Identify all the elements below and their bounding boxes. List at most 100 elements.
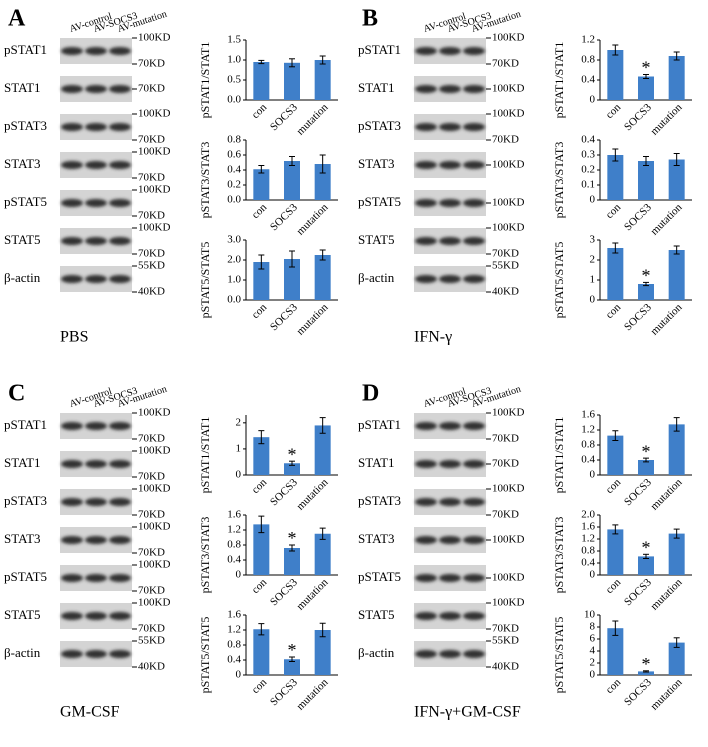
blot-band bbox=[109, 422, 131, 430]
bar bbox=[668, 642, 685, 675]
blot-band bbox=[85, 536, 107, 544]
blot-band bbox=[109, 498, 131, 506]
marker-label: 100KD bbox=[492, 534, 524, 546]
x-tick-label: con bbox=[250, 476, 270, 496]
blot-band bbox=[109, 650, 131, 658]
x-tick-label: con bbox=[250, 301, 270, 321]
blot-band bbox=[61, 199, 83, 207]
x-tick-label: con bbox=[250, 576, 270, 596]
blot-label: STAT5 bbox=[358, 232, 395, 247]
bar bbox=[607, 50, 624, 100]
y-axis-label: pSTAT5/STAT5 bbox=[552, 242, 566, 319]
blot-band bbox=[109, 199, 131, 207]
x-tick-label: mutation bbox=[294, 476, 330, 512]
blot-band bbox=[85, 650, 107, 658]
y-tick-label: 1.6 bbox=[227, 609, 241, 621]
y-tick-label: 0 bbox=[590, 469, 596, 481]
y-tick-label: 0.8 bbox=[581, 54, 595, 66]
y-tick-label: 0.8 bbox=[227, 539, 241, 551]
y-axis-label: pSTAT1/STAT1 bbox=[552, 417, 566, 494]
bar bbox=[607, 529, 624, 575]
blot-band bbox=[109, 612, 131, 620]
panel: C AV-controlAV-SOCS3AV-mutationpSTAT1100K… bbox=[4, 381, 338, 721]
blot-label: STAT1 bbox=[358, 80, 395, 95]
blot-band bbox=[463, 161, 485, 169]
blot-band bbox=[439, 47, 461, 55]
marker-label: 100KD bbox=[138, 483, 170, 495]
y-tick-label: 0.8 bbox=[581, 439, 595, 451]
marker-label: 70KD bbox=[138, 623, 165, 635]
y-tick-label: 0 bbox=[236, 469, 242, 481]
blot-label: β-actin bbox=[4, 270, 41, 285]
blot-band bbox=[463, 237, 485, 245]
marker-label: 100KD bbox=[492, 483, 524, 495]
marker-label: 100KD bbox=[138, 521, 170, 533]
bar bbox=[638, 76, 654, 100]
bar bbox=[668, 250, 685, 300]
condition-label: GM-CSF bbox=[60, 704, 120, 721]
blot-label: pSTAT3 bbox=[4, 493, 47, 508]
y-axis-label: pSTAT1/STAT1 bbox=[198, 417, 212, 494]
blot-band bbox=[439, 422, 461, 430]
y-tick-label: 0.6 bbox=[227, 149, 241, 161]
marker-label: 100KD bbox=[138, 32, 170, 44]
y-tick-label: 1 bbox=[236, 442, 242, 454]
y-tick-label: 4 bbox=[590, 645, 596, 657]
y-tick-label: 0.4 bbox=[581, 454, 595, 466]
blot-band bbox=[109, 574, 131, 582]
blot-band bbox=[463, 498, 485, 506]
y-tick-label: 0.5 bbox=[227, 74, 241, 86]
marker-label: 100KD bbox=[138, 597, 170, 609]
x-tick-label: mutation bbox=[648, 101, 684, 137]
blot-band bbox=[463, 612, 485, 620]
y-tick-label: 1.2 bbox=[581, 34, 595, 46]
panel-letter: A bbox=[8, 6, 26, 32]
marker-label: 70KD bbox=[492, 509, 519, 521]
marker-label: 100KD bbox=[492, 32, 524, 44]
marker-label: 40KD bbox=[492, 286, 519, 298]
y-tick-label: 0.0 bbox=[227, 294, 241, 306]
blot-band bbox=[61, 536, 83, 544]
blot-band bbox=[415, 460, 437, 468]
x-tick-label: mutation bbox=[648, 201, 684, 237]
blot-band bbox=[85, 237, 107, 245]
blot-label: pSTAT3 bbox=[4, 118, 47, 133]
bar bbox=[638, 284, 654, 300]
blot-band bbox=[85, 612, 107, 620]
blot-band bbox=[61, 650, 83, 658]
y-axis-label: pSTAT5/STAT5 bbox=[198, 617, 212, 694]
blot-band bbox=[109, 275, 131, 283]
blot-band bbox=[85, 161, 107, 169]
blot-band bbox=[415, 123, 437, 131]
y-axis-label: pSTAT1/STAT1 bbox=[198, 42, 212, 119]
blot-band bbox=[85, 47, 107, 55]
y-tick-label: 1.2 bbox=[227, 624, 241, 636]
significance-marker: * bbox=[288, 640, 297, 660]
blot-band bbox=[61, 275, 83, 283]
bar bbox=[284, 659, 300, 675]
bar bbox=[314, 630, 331, 675]
blot-band bbox=[109, 123, 131, 131]
bar bbox=[668, 533, 685, 575]
y-tick-label: 0.8 bbox=[227, 134, 241, 146]
blot-label: STAT5 bbox=[358, 607, 395, 622]
x-tick-label: mutation bbox=[648, 676, 684, 712]
bar bbox=[607, 248, 624, 300]
blot-label: pSTAT5 bbox=[4, 194, 47, 209]
blot-band bbox=[415, 574, 437, 582]
blot-band bbox=[439, 612, 461, 620]
panel-letter: D bbox=[362, 381, 379, 407]
marker-label: 100KD bbox=[138, 559, 170, 571]
blot-band bbox=[85, 498, 107, 506]
bar bbox=[253, 437, 270, 475]
bar bbox=[607, 155, 624, 200]
marker-label: 100KD bbox=[492, 407, 524, 419]
marker-label: 55KD bbox=[138, 260, 165, 272]
y-tick-label: 2.0 bbox=[227, 254, 241, 266]
significance-marker: * bbox=[642, 537, 651, 557]
blot-band bbox=[61, 161, 83, 169]
y-tick-label: 10 bbox=[584, 609, 596, 621]
bar bbox=[638, 460, 654, 475]
marker-label: 70KD bbox=[138, 248, 165, 260]
blot-band bbox=[415, 199, 437, 207]
